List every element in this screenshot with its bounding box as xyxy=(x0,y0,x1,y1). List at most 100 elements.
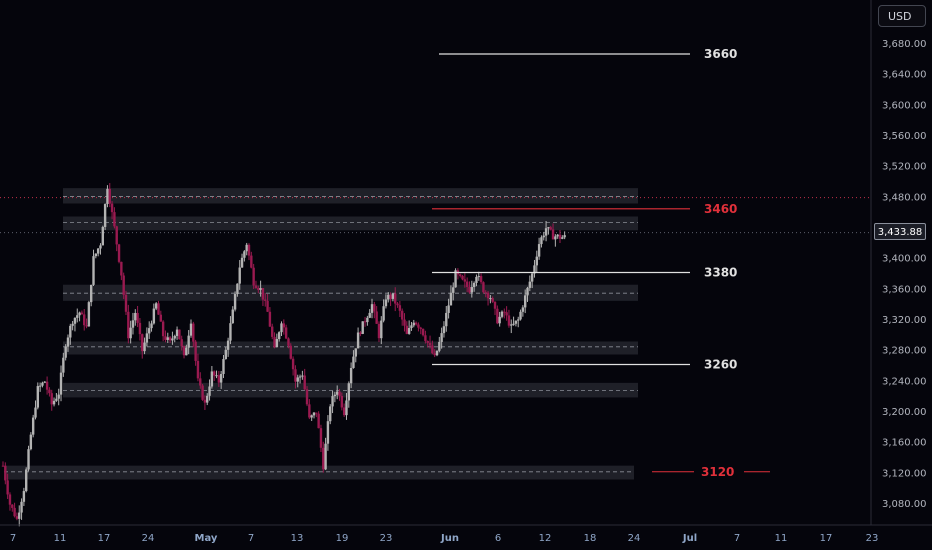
candle-body xyxy=(298,376,302,378)
candle-body xyxy=(206,395,209,403)
candle-body xyxy=(510,324,513,326)
candle-body xyxy=(561,237,564,239)
candle-body xyxy=(113,212,116,227)
candle-body xyxy=(528,281,532,288)
candle-body xyxy=(324,443,327,470)
candle-body xyxy=(11,504,14,508)
candle-body xyxy=(108,188,111,204)
candle-body xyxy=(148,328,151,334)
level-label: 3260 xyxy=(704,357,737,371)
candle-body xyxy=(152,308,156,324)
candle-body xyxy=(498,316,501,324)
price-tick-label: 3,280.00 xyxy=(882,346,927,357)
candle-body xyxy=(29,434,33,450)
candle-body xyxy=(145,333,149,343)
candle-body xyxy=(373,304,376,312)
candle-body xyxy=(459,274,462,276)
candle-body xyxy=(551,229,555,240)
candle-body xyxy=(493,301,497,309)
candle-body xyxy=(268,311,272,327)
candle-body xyxy=(43,381,46,383)
candle-body xyxy=(331,396,334,407)
candle-body xyxy=(196,360,200,379)
candle-body xyxy=(231,309,234,324)
candle-body xyxy=(161,321,165,337)
candle-body xyxy=(6,480,9,495)
candle-body xyxy=(475,276,478,283)
level-label: 3120 xyxy=(701,465,734,479)
candle-body xyxy=(120,261,123,276)
candle-body xyxy=(250,255,253,268)
candle-body xyxy=(431,345,434,354)
candle-body xyxy=(370,304,374,313)
candle-body xyxy=(424,335,427,341)
candle-body xyxy=(134,312,137,321)
candle-body xyxy=(375,311,378,324)
price-tick-label: 3,200.00 xyxy=(882,407,927,418)
candle-body xyxy=(282,323,286,328)
price-level-lines: 3660 3460 3380 3260 3120 xyxy=(432,47,770,479)
candle-body xyxy=(291,358,295,370)
candle-body xyxy=(203,399,207,403)
candle-body xyxy=(442,326,446,334)
candle-body xyxy=(447,305,450,313)
currency-button[interactable]: USD xyxy=(878,5,926,27)
candle-body xyxy=(187,335,190,348)
candle-body xyxy=(301,375,304,377)
candle-body xyxy=(389,294,392,299)
price-axis[interactable]: 3,680.00 3,640.00 3,600.00 3,560.00 3,520.00… xyxy=(882,39,927,510)
candle-body xyxy=(326,421,330,444)
candle-body xyxy=(477,276,480,278)
zone-band xyxy=(63,188,638,204)
time-tick-label: 24 xyxy=(628,533,641,544)
candle-body xyxy=(315,412,318,414)
time-tick-label: 7 xyxy=(734,533,740,544)
candle-body xyxy=(264,299,267,301)
time-axis[interactable]: 7 11 17 24 May 7 13 19 23 Jun 6 12 18 24 Jul 7 11 17 23 xyxy=(10,533,879,544)
candle-body xyxy=(461,275,464,280)
candle-body xyxy=(540,237,543,245)
candle-body xyxy=(438,341,441,351)
candle-body xyxy=(154,303,158,309)
candle-body xyxy=(421,328,425,336)
price-tick-label: 3,520.00 xyxy=(882,162,927,173)
candle-body xyxy=(398,305,402,311)
candle-body xyxy=(322,447,325,470)
candle-body xyxy=(141,334,144,352)
candle-body xyxy=(496,308,499,324)
candle-body xyxy=(124,294,128,312)
level-label: 3460 xyxy=(704,202,737,216)
candle-body xyxy=(296,377,299,382)
candle-body xyxy=(363,321,367,323)
candle-body xyxy=(359,332,362,334)
candle-body xyxy=(157,303,160,315)
candle-body xyxy=(275,339,279,348)
candle-body xyxy=(87,302,91,327)
candle-body xyxy=(238,267,241,284)
time-tick-label: 17 xyxy=(98,533,111,544)
candle-body xyxy=(547,227,550,229)
candle-body xyxy=(336,391,339,395)
time-tick-label: 11 xyxy=(775,533,788,544)
candle-body xyxy=(236,283,239,295)
level-label: 3380 xyxy=(704,265,737,279)
time-tick-label: May xyxy=(195,533,218,544)
candle-body xyxy=(110,203,114,213)
candle-body xyxy=(356,332,360,349)
candle-body xyxy=(71,323,74,326)
price-tick-label: 3,480.00 xyxy=(882,192,927,203)
candle-body xyxy=(405,325,409,334)
support-resistance-zones xyxy=(0,188,871,480)
candle-body xyxy=(361,321,364,334)
candle-body xyxy=(312,412,316,416)
candle-body xyxy=(201,385,204,400)
candle-body xyxy=(94,253,98,257)
candle-body xyxy=(294,369,297,382)
time-tick-label: Jul xyxy=(682,533,697,544)
candle-body xyxy=(34,407,37,418)
candle-body xyxy=(22,491,26,502)
candle-body xyxy=(64,346,67,358)
candle-body xyxy=(544,228,548,236)
candle-body xyxy=(366,317,369,323)
